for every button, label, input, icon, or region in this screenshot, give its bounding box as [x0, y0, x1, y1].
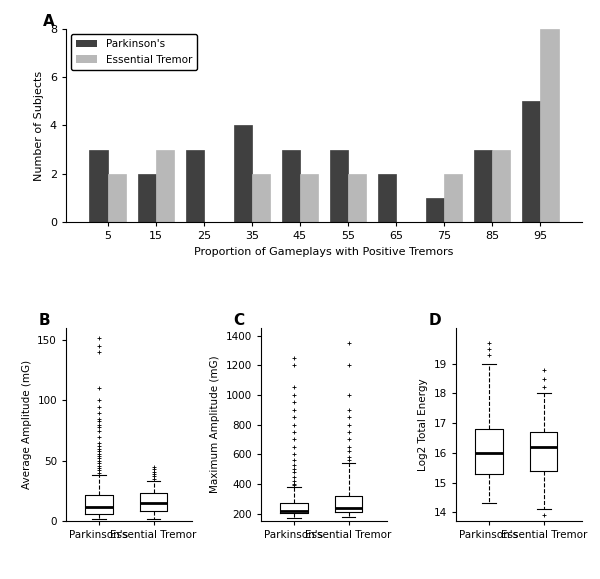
X-axis label: Proportion of Gameplays with Positive Tremors: Proportion of Gameplays with Positive Tr… [194, 247, 454, 256]
Y-axis label: Number of Subjects: Number of Subjects [34, 71, 44, 181]
Bar [252, 174, 270, 222]
Bar [348, 174, 366, 222]
Bar [89, 149, 108, 222]
Y-axis label: Maximum Amplitude (mG): Maximum Amplitude (mG) [210, 356, 220, 493]
Y-axis label: Log2 Total Energy: Log2 Total Energy [418, 378, 428, 471]
Text: A: A [43, 13, 55, 28]
Text: B: B [38, 313, 50, 328]
Bar [378, 174, 396, 222]
Y-axis label: Average Amplitude (mG): Average Amplitude (mG) [22, 360, 32, 489]
Bar [137, 174, 156, 222]
Bar [444, 174, 463, 222]
Bar [156, 149, 174, 222]
Bar [185, 149, 204, 222]
Bar [108, 174, 126, 222]
Text: C: C [233, 313, 245, 328]
Bar [540, 29, 559, 222]
Bar [474, 149, 492, 222]
Bar [282, 149, 300, 222]
Bar [522, 101, 540, 222]
Bar [330, 149, 348, 222]
Bar [233, 126, 252, 222]
Bar [426, 198, 444, 222]
Legend: Parkinson's, Essential Tremor: Parkinson's, Essential Tremor [71, 34, 197, 70]
Bar [300, 174, 318, 222]
Bar [492, 149, 511, 222]
Text: D: D [428, 313, 441, 328]
